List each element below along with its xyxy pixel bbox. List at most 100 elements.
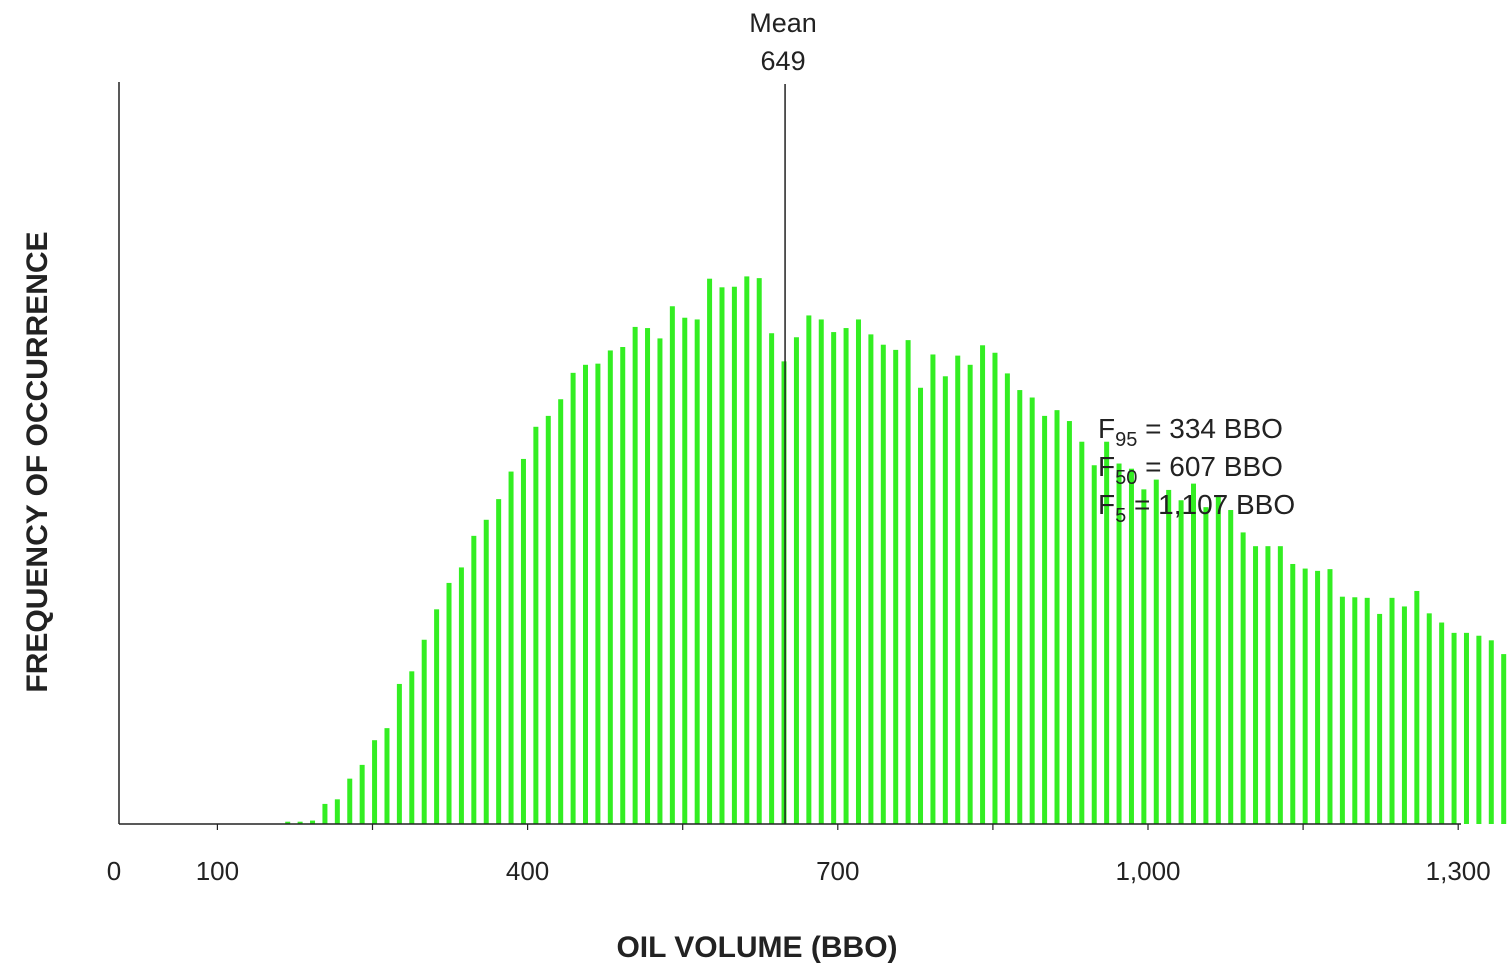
histogram-bar — [918, 387, 924, 824]
histogram-bar — [620, 347, 626, 824]
histogram-bar — [1153, 479, 1159, 824]
histogram-bar — [1066, 421, 1072, 824]
f50-annotation: F50 = 607 BBO — [1098, 451, 1283, 489]
histogram-bar — [1315, 570, 1321, 824]
histogram-bar — [359, 764, 365, 824]
histogram-bar — [1079, 441, 1085, 824]
y-axis-title: FREQUENCY OF OCCURRENCE — [21, 231, 54, 692]
histogram-bar — [483, 519, 489, 824]
histogram-bar — [992, 352, 998, 824]
histogram-bar — [1265, 546, 1271, 824]
histogram-bar — [967, 364, 973, 824]
f95-value: = 334 BBO — [1137, 413, 1283, 444]
x-ticks-group — [216, 824, 1459, 830]
histogram-bar — [446, 582, 452, 824]
histogram-bar — [1352, 597, 1358, 824]
histogram-bar — [1377, 613, 1383, 824]
histogram-bar — [1414, 590, 1420, 824]
histogram-bar — [570, 372, 576, 824]
histogram-bar — [508, 471, 514, 824]
x-tick-label: 700 — [816, 856, 859, 886]
axes-group — [118, 82, 1461, 825]
histogram-bar — [1426, 613, 1432, 824]
histogram-bar — [1203, 507, 1209, 824]
histogram-bar — [1401, 606, 1407, 824]
x-tick-label: 100 — [196, 856, 239, 886]
histogram-bar — [719, 287, 725, 824]
histogram-bar — [372, 740, 378, 824]
histogram-bar — [930, 354, 936, 824]
histogram-bar — [1017, 390, 1023, 824]
f5-annotation: F5 = 1,107 BBO — [1098, 489, 1295, 527]
histogram-bar — [434, 609, 440, 824]
histogram-bar — [409, 671, 415, 824]
histogram-bar — [1116, 463, 1122, 824]
histogram-bar — [855, 319, 861, 824]
histogram-bar — [1191, 483, 1196, 824]
histogram-bar — [1228, 510, 1234, 824]
histogram-bar — [769, 333, 775, 824]
histogram-bar — [744, 276, 750, 824]
histogram-bar — [310, 820, 316, 824]
histogram-bar — [806, 315, 812, 824]
mean-value-label: 649 — [761, 46, 806, 76]
histogram-bar — [1104, 441, 1110, 824]
f95-prefix: F — [1098, 413, 1115, 444]
histogram-bar — [1476, 635, 1482, 824]
x-tick-label: 400 — [506, 856, 549, 886]
histogram-bar — [297, 821, 303, 824]
histogram-bar — [669, 306, 675, 824]
histogram-bar — [545, 415, 551, 824]
histogram-bar — [1364, 597, 1370, 824]
f5-prefix: F — [1098, 489, 1115, 520]
histogram-bar — [496, 499, 502, 824]
histogram-bar — [818, 319, 824, 824]
histogram-bar — [1302, 568, 1308, 824]
histogram-bar — [831, 332, 837, 824]
histogram-bar — [731, 286, 737, 824]
histogram-bar — [707, 278, 713, 824]
f5-subscript: 5 — [1115, 505, 1126, 527]
x-tick-label: 1,000 — [1115, 856, 1180, 886]
histogram-bar — [458, 567, 464, 824]
histogram-bar — [905, 340, 911, 824]
histogram-bar — [880, 344, 886, 824]
histogram-bar — [1290, 563, 1296, 824]
histogram-bar — [868, 334, 874, 824]
histogram-bar — [558, 399, 564, 824]
histogram-bar — [682, 317, 688, 824]
bars-group — [285, 276, 1507, 824]
histogram-bar — [583, 364, 588, 824]
histogram-bar — [1501, 654, 1507, 824]
histogram-bar — [1488, 640, 1494, 824]
histogram-bar — [1042, 415, 1048, 824]
histogram-bar — [1451, 632, 1457, 824]
histogram-bar — [843, 328, 849, 824]
histogram-bar — [781, 361, 787, 824]
histogram-bar — [1327, 569, 1333, 824]
histogram-bar — [1004, 373, 1010, 824]
mean-label: Mean — [749, 8, 817, 38]
histogram-bar — [1166, 489, 1172, 824]
x-tick-label: 1,300 — [1426, 856, 1491, 886]
histogram-bar — [1463, 632, 1469, 824]
fractile-annotations: F95 = 334 BBO F50 = 607 BBO F5 = 1,107 B… — [1098, 413, 1295, 527]
histogram-bar — [632, 326, 638, 824]
histogram-bar — [334, 799, 340, 824]
f95-annotation: F95 = 334 BBO — [1098, 413, 1283, 451]
histogram-bar — [595, 363, 601, 824]
histogram-bar — [471, 535, 477, 824]
histogram-bar — [607, 350, 613, 824]
histogram-bar — [1178, 500, 1184, 824]
histogram-bar — [520, 458, 526, 824]
histogram-bar — [285, 821, 291, 824]
histogram-bar — [1054, 410, 1060, 824]
f5-value: = 1,107 BBO — [1126, 489, 1295, 520]
f95-subscript: 95 — [1115, 429, 1137, 451]
f50-prefix: F — [1098, 451, 1115, 482]
histogram-bar — [1240, 532, 1246, 824]
histogram-bar — [955, 355, 961, 824]
histogram-bar — [1439, 622, 1445, 824]
histogram-bar — [1253, 546, 1259, 824]
